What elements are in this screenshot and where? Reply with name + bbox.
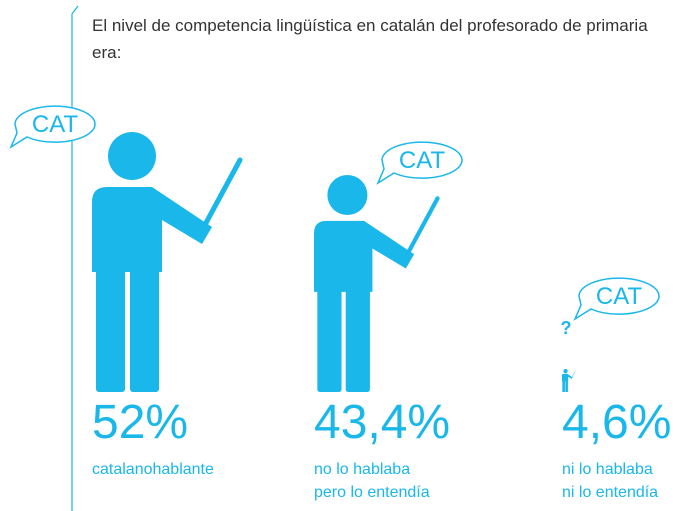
head (563, 369, 568, 374)
pointer (197, 157, 243, 237)
person-figure (92, 132, 243, 392)
question-mark: ? (561, 318, 572, 338)
head (327, 175, 368, 216)
value-label: 4,6% (562, 396, 672, 449)
leg (96, 267, 125, 392)
torso (314, 220, 415, 292)
leg (565, 380, 568, 392)
leg (345, 287, 370, 392)
pointer (402, 196, 440, 263)
side-line (71, 5, 79, 511)
speech-bubble (376, 141, 463, 185)
category-label: no lo hablaba pero lo entendía (314, 461, 430, 501)
torso (562, 373, 573, 382)
person-figure (562, 369, 576, 392)
category-label: ni lo hablaba ni lo entendía (562, 461, 659, 501)
speech-bubble (573, 277, 660, 321)
pointer (571, 371, 576, 379)
leg (130, 267, 159, 392)
head (108, 132, 156, 180)
person-figure (314, 175, 440, 392)
bubble-label: CAT (596, 283, 643, 310)
leg (317, 287, 342, 392)
bubble-label: CAT (32, 111, 79, 138)
speech-bubble (9, 105, 96, 149)
torso (92, 187, 212, 272)
leg (562, 380, 565, 392)
value-label: 43,4% (314, 396, 451, 449)
value-label: 52% (92, 396, 189, 449)
category-label: catalanohablante (92, 461, 214, 478)
bubble-label: CAT (399, 147, 446, 174)
chart-title: El nivel de competencia lingüística en c… (92, 16, 648, 62)
